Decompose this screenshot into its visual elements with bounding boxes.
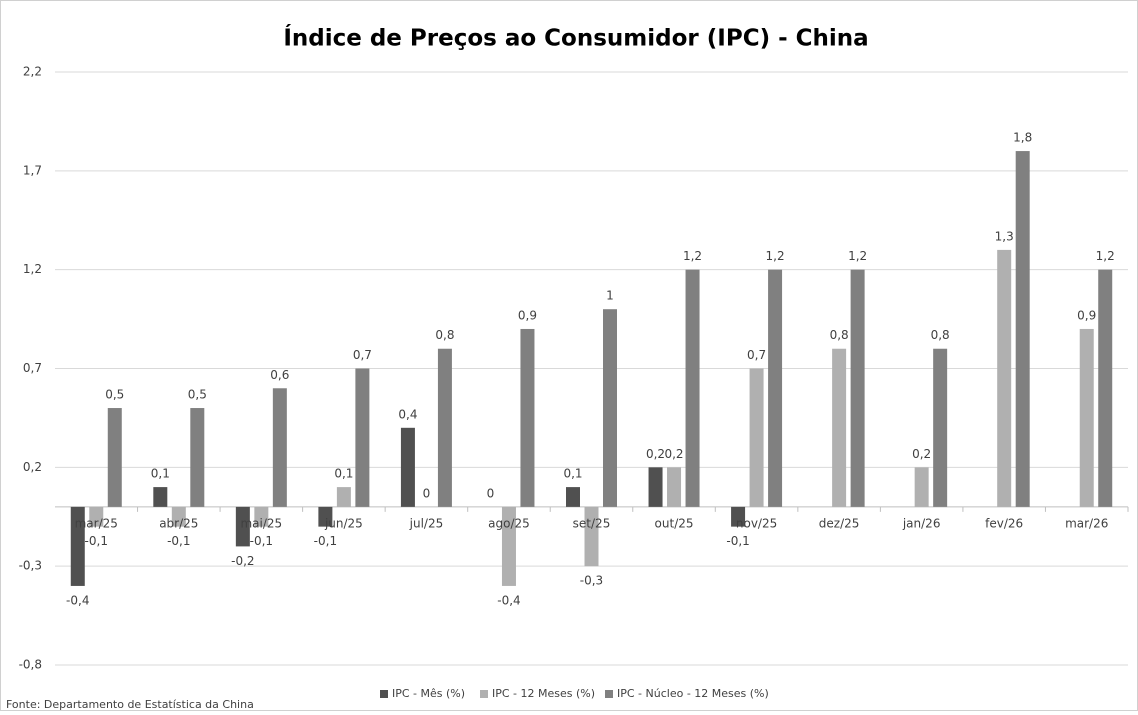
chart-title: Índice de Preços ao Consumidor (IPC) - C…	[283, 24, 868, 52]
bar	[235, 506, 250, 547]
value-label: 0,5	[188, 388, 207, 402]
value-label: 0,1	[563, 467, 582, 481]
value-label: 0,2	[912, 447, 931, 461]
bar	[89, 506, 104, 527]
value-label: 0,8	[435, 328, 454, 342]
y-tick-label: -0,8	[19, 658, 42, 672]
bar	[566, 487, 580, 507]
value-label: 0,5	[105, 388, 124, 402]
value-label: 0,2	[664, 447, 683, 461]
bar	[437, 348, 452, 507]
legend-label: IPC - Mês (%)	[392, 687, 465, 700]
value-label: 0,2	[646, 447, 665, 461]
legend-swatch	[605, 690, 613, 698]
value-label: -0,1	[726, 534, 749, 548]
bar	[832, 348, 847, 507]
value-label: 1	[606, 289, 614, 303]
y-tick-label: 1,2	[23, 262, 42, 276]
value-label: 0,9	[518, 308, 537, 322]
y-tick-label: 0,7	[23, 361, 42, 375]
legend-swatch	[380, 690, 388, 698]
bar	[520, 328, 535, 507]
bar	[501, 506, 516, 586]
bar	[603, 309, 617, 507]
value-label: 0,8	[931, 328, 950, 342]
bar	[171, 506, 186, 527]
source: Fonte: Departamento de Estatística da Ch…	[6, 698, 254, 711]
x-tick-label: jan/26	[902, 516, 941, 530]
bar	[272, 388, 287, 507]
bar	[400, 427, 415, 507]
value-label: -0,3	[580, 574, 603, 588]
value-label: 1,8	[1013, 131, 1032, 145]
legend-label: IPC - 12 Meses (%)	[492, 687, 595, 700]
x-tick-label: nov/25	[736, 516, 777, 530]
x-tick-label: mai/25	[240, 516, 282, 530]
x-tick-label: ago/25	[488, 516, 530, 530]
value-label: 1,2	[766, 249, 785, 263]
bar	[850, 269, 865, 507]
bar	[336, 487, 351, 507]
bar	[254, 506, 269, 527]
bar	[997, 249, 1012, 507]
x-tick-label: out/25	[655, 516, 694, 530]
legend-swatch	[480, 690, 488, 698]
legend-label: IPC - Núcleo - 12 Meses (%)	[617, 687, 769, 700]
value-label: 0,7	[353, 348, 372, 362]
bar	[355, 368, 370, 507]
bar	[667, 467, 682, 507]
value-label: 0,8	[830, 328, 849, 342]
bar	[318, 506, 333, 527]
bar	[914, 467, 929, 507]
value-label: -0,2	[231, 554, 254, 568]
y-tick-label: 2,2	[23, 65, 42, 79]
bar	[933, 348, 948, 507]
x-tick-label: set/25	[573, 516, 611, 530]
bar	[70, 506, 85, 586]
value-label: 0	[487, 486, 495, 500]
x-tick-label: jun/25	[324, 516, 363, 530]
y-tick-label: 1,7	[23, 163, 42, 177]
bar	[107, 408, 122, 507]
value-label: 0,4	[398, 407, 417, 421]
bar	[584, 506, 599, 567]
value-label: 0,1	[151, 467, 170, 481]
bar	[190, 408, 205, 507]
value-label: 0,1	[334, 467, 353, 481]
value-label: 1,2	[848, 249, 867, 263]
y-tick-label: 0,2	[23, 460, 42, 474]
value-label: 1,2	[683, 249, 702, 263]
bar	[1079, 328, 1094, 507]
value-label: -0,4	[66, 593, 89, 607]
x-tick-label: dez/25	[819, 516, 860, 530]
bar	[731, 506, 746, 527]
value-label: 0,7	[747, 348, 766, 362]
bar	[768, 269, 783, 507]
bar	[749, 368, 764, 507]
value-label: -0,1	[314, 534, 337, 548]
bar	[685, 269, 700, 507]
x-tick-label: abr/25	[159, 516, 198, 530]
value-label: 1,3	[995, 229, 1014, 243]
y-tick-label: -0,3	[19, 559, 42, 573]
value-label: -0,1	[167, 534, 190, 548]
value-label: 1,2	[1096, 249, 1115, 263]
value-label: 0,9	[1077, 308, 1096, 322]
x-tick-label: fev/26	[985, 516, 1023, 530]
value-label: 0	[423, 486, 431, 500]
bar	[648, 467, 663, 507]
value-label: 0,6	[270, 368, 289, 382]
value-label: -0,4	[497, 593, 520, 607]
bar	[153, 487, 168, 507]
value-label: -0,1	[250, 534, 273, 548]
x-tick-label: jul/25	[409, 516, 444, 530]
x-tick-label: mar/25	[75, 516, 118, 530]
bar	[1098, 269, 1113, 507]
bar	[1015, 151, 1030, 507]
x-tick-label: mar/26	[1065, 516, 1108, 530]
value-label: -0,1	[85, 534, 108, 548]
